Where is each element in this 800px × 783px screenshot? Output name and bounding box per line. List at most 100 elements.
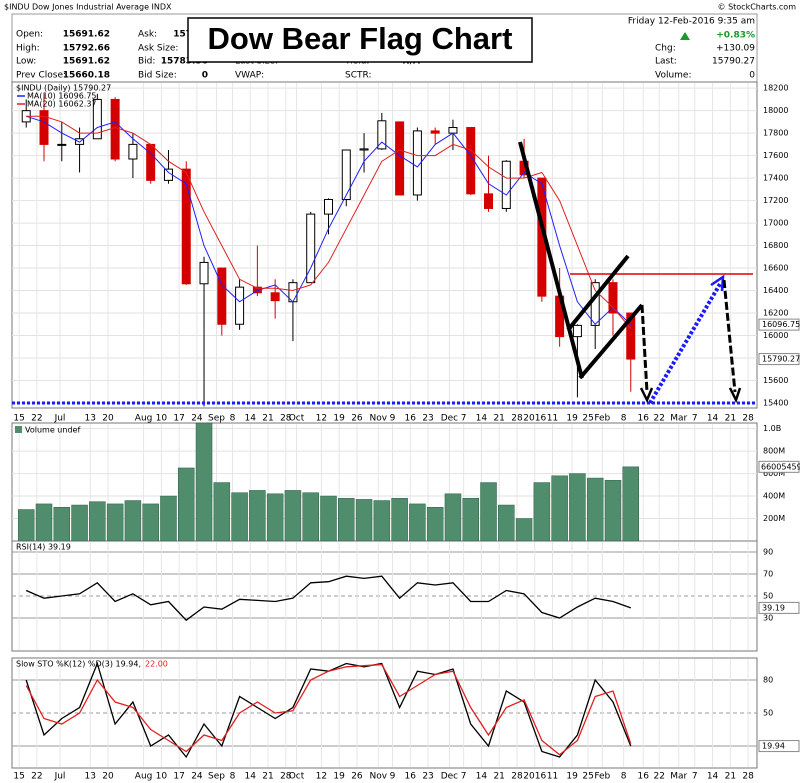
y-tick-label: 18200 [763, 84, 788, 93]
x-tick-label: 21 [725, 772, 736, 782]
volume-bar [409, 503, 426, 542]
x-tick-label: 13 [85, 772, 96, 782]
x-tick-label: 21 [493, 414, 504, 424]
candle-body [270, 292, 280, 302]
x-tick-label: Feb [594, 414, 610, 424]
x-tick-label: Nov [369, 414, 387, 424]
x-tick-label: 28 [742, 414, 754, 424]
candle-body [92, 98, 102, 140]
quote-label: SCTR: [345, 71, 372, 81]
last-value-label: 39.19 [762, 603, 785, 612]
x-tick-label: 24 [191, 414, 203, 424]
volume-bar [338, 498, 355, 542]
quote-value: 15783.56 [161, 57, 208, 67]
x-tick-label: Mar [670, 772, 687, 782]
annotations [12, 141, 757, 405]
quote-date: Friday 12-Feb-2016 9:35 am [628, 17, 755, 27]
candle-body [199, 261, 209, 285]
y-tick-label: 50 [763, 709, 773, 718]
x-tick-label: 11 [547, 414, 558, 424]
legend-label: MA(20) 16062.37 [27, 100, 97, 109]
y-tick-label: 15400 [763, 398, 788, 407]
panel-frame [11, 81, 758, 409]
x-tick-label: 26 [351, 772, 363, 782]
x-tick-label: Mar [670, 414, 687, 424]
y-tick-label: 90 [763, 548, 773, 557]
x-tick-label: 14 [476, 414, 488, 424]
legend-label: MA(10) 16096.75 [27, 92, 97, 101]
volume-bar [266, 493, 284, 542]
volume-bar [498, 504, 515, 542]
x-tick-label: 20 [102, 772, 114, 782]
legend-label: RSI(14) 39.19 [16, 543, 71, 552]
x-tick-label: 21 [493, 772, 504, 782]
y-tick-label: 16200 [763, 309, 788, 318]
x-tick-label: 25 [582, 772, 593, 782]
y-tick-label: 18000 [763, 106, 788, 115]
x-tick-label: 17 [173, 772, 184, 782]
candle-body [217, 267, 227, 325]
x-tick-label: 19 [566, 414, 578, 424]
candle-body [430, 130, 440, 134]
legend-swatch [15, 426, 22, 433]
x-tick-label: 24 [191, 772, 203, 782]
x-tick-label: 12 [316, 414, 327, 424]
y-tick-label: 400M [763, 492, 785, 501]
volume-bar [533, 482, 551, 542]
last-value-label: 66005459 [761, 462, 800, 471]
volume-bar [160, 495, 177, 542]
candle-body [128, 143, 138, 160]
x-tick-label: Dec [441, 772, 458, 782]
volume-bar [444, 493, 462, 542]
quote-value: 15691.62 [63, 57, 110, 67]
quote-value: 15790.27 [712, 57, 755, 67]
indicator-line [25, 575, 632, 622]
volume-bar [89, 501, 106, 542]
volume-bar [604, 480, 622, 542]
volume-bar [373, 500, 391, 542]
x-tick-label: 21 [725, 414, 736, 424]
x-tick-label: 19 [333, 414, 345, 424]
header-left: $INDU Dow Jones Industrial Average INDX [4, 3, 172, 12]
volume-bar [53, 507, 71, 542]
volume-bar [551, 475, 568, 542]
volume-bar [124, 500, 142, 542]
volume-bar [35, 503, 53, 542]
x-tick-label: 28 [511, 772, 523, 782]
x-tick-label: 10 [156, 414, 168, 424]
quote-label: Low: [16, 57, 36, 67]
flag-upper [566, 254, 630, 332]
candle-body [235, 286, 245, 325]
y-tick-label: 15600 [763, 376, 788, 385]
quote-label: VWAP: [235, 71, 264, 81]
candle-body [590, 282, 600, 326]
quote-value: 0 [202, 71, 208, 81]
x-tick-label: 23 [422, 772, 433, 782]
quote-label: Bid: [138, 57, 155, 67]
x-tick-label: 20 [102, 414, 114, 424]
x-tick-label: 16 [405, 772, 417, 782]
projection-down [722, 279, 737, 393]
candle-body [306, 213, 316, 284]
x-tick-label: 16 [405, 414, 417, 424]
x-tick-label: 14 [476, 772, 488, 782]
arrow-head [639, 387, 654, 404]
volume-bar [515, 518, 533, 542]
quote-label: Volume: [655, 71, 692, 81]
y-tick-label: 17200 [763, 196, 788, 205]
x-tick-label: 9 [390, 414, 396, 424]
volume-bar [622, 466, 640, 542]
quote-label: Prev Close: [16, 71, 66, 81]
x-tick-label: 25 [582, 414, 593, 424]
x-tick-label: 26 [351, 414, 363, 424]
x-tick-label: 21 [262, 414, 273, 424]
candle-body [608, 282, 618, 314]
y-tick-label: 600M [763, 469, 785, 478]
x-tick-label: 14 [707, 772, 719, 782]
x-tick-label: Oct [289, 414, 305, 424]
x-tick-label: 9 [390, 772, 396, 782]
last-value-label: 16096.75 [762, 320, 800, 329]
x-tick-label: 8 [230, 414, 236, 424]
projection-up [648, 282, 722, 405]
x-tick-label: 28 [280, 414, 292, 424]
